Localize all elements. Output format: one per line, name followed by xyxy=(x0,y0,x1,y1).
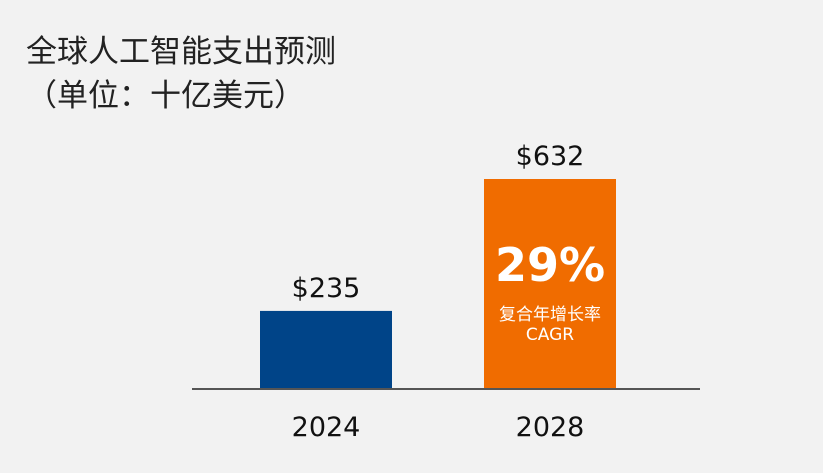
chart-subtitle: （单位：十亿美元） xyxy=(26,78,305,114)
chart-title-block: 全球人工智能支出预测 （单位：十亿美元） xyxy=(26,30,336,118)
cagr-label-en: CAGR xyxy=(526,325,574,345)
x-tick-label-2024: 2024 xyxy=(292,412,361,443)
chart-title: 全球人工智能支出预测 xyxy=(26,34,336,70)
bar-2024 xyxy=(260,310,392,389)
x-tick-label-2028: 2028 xyxy=(516,412,585,443)
cagr-label-cn: 复合年增长率 xyxy=(499,305,601,325)
data-label-2024: $235 xyxy=(292,273,361,304)
data-label-2028: $632 xyxy=(516,141,585,172)
cagr-value: 29% xyxy=(495,238,605,292)
bar-2028 xyxy=(484,179,616,389)
